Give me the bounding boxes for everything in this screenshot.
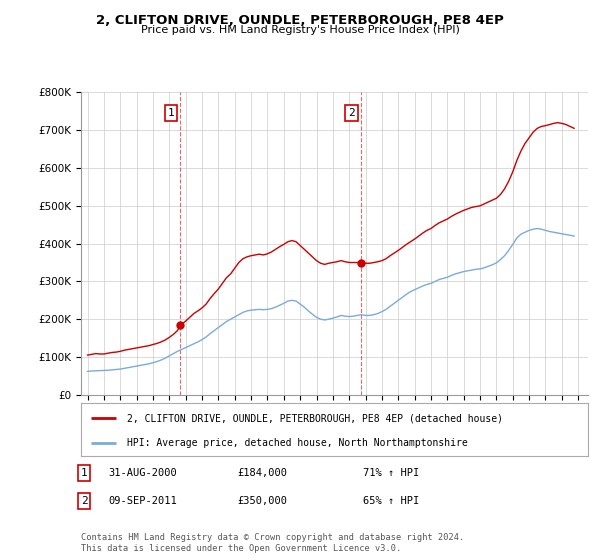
Text: 1: 1 <box>168 108 175 118</box>
Text: HPI: Average price, detached house, North Northamptonshire: HPI: Average price, detached house, Nort… <box>127 438 467 448</box>
Text: 1: 1 <box>80 468 88 478</box>
Text: 2, CLIFTON DRIVE, OUNDLE, PETERBOROUGH, PE8 4EP (detached house): 2, CLIFTON DRIVE, OUNDLE, PETERBOROUGH, … <box>127 413 503 423</box>
Text: Contains HM Land Registry data © Crown copyright and database right 2024.
This d: Contains HM Land Registry data © Crown c… <box>81 533 464 553</box>
Text: 2, CLIFTON DRIVE, OUNDLE, PETERBOROUGH, PE8 4EP: 2, CLIFTON DRIVE, OUNDLE, PETERBOROUGH, … <box>96 14 504 27</box>
Text: 31-AUG-2000: 31-AUG-2000 <box>108 468 177 478</box>
Text: £184,000: £184,000 <box>237 468 287 478</box>
Text: 65% ↑ HPI: 65% ↑ HPI <box>363 496 419 506</box>
Text: £350,000: £350,000 <box>237 496 287 506</box>
Text: 2: 2 <box>348 108 355 118</box>
Text: 2: 2 <box>80 496 88 506</box>
Text: 71% ↑ HPI: 71% ↑ HPI <box>363 468 419 478</box>
Text: 09-SEP-2011: 09-SEP-2011 <box>108 496 177 506</box>
Text: Price paid vs. HM Land Registry's House Price Index (HPI): Price paid vs. HM Land Registry's House … <box>140 25 460 35</box>
